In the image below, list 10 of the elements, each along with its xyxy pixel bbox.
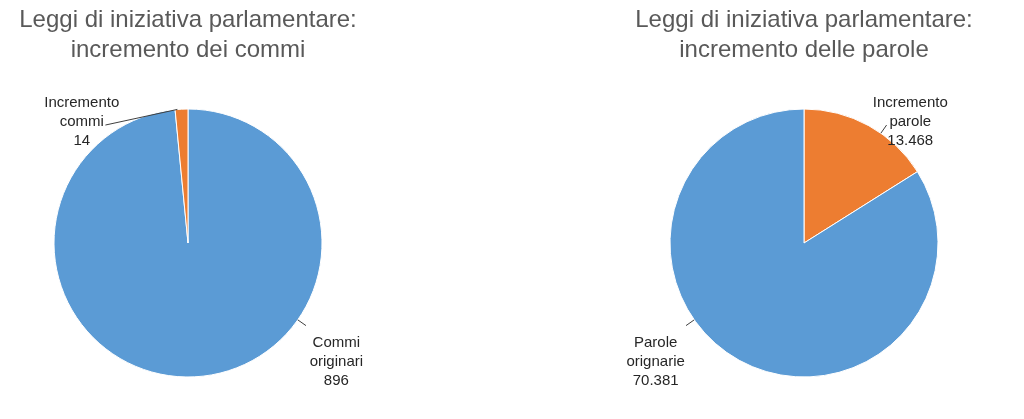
data-label: 70.381 [632, 370, 679, 388]
data-label: 896 [323, 370, 349, 388]
slice-label: Incremento parole [872, 92, 948, 129]
chart-title: Leggi di iniziativa parlamentare: incremento dei commi [19, 5, 357, 62]
slice-label: Commi originari [309, 332, 364, 369]
chart-title: Leggi di iniziativa parlamentare: incremento delle parole [635, 5, 973, 62]
data-label: 13.468 [887, 130, 934, 148]
slice-label: Incremento commi [44, 92, 120, 129]
data-label: 14 [73, 130, 91, 148]
slice-label: Parole orignarie [626, 332, 685, 369]
